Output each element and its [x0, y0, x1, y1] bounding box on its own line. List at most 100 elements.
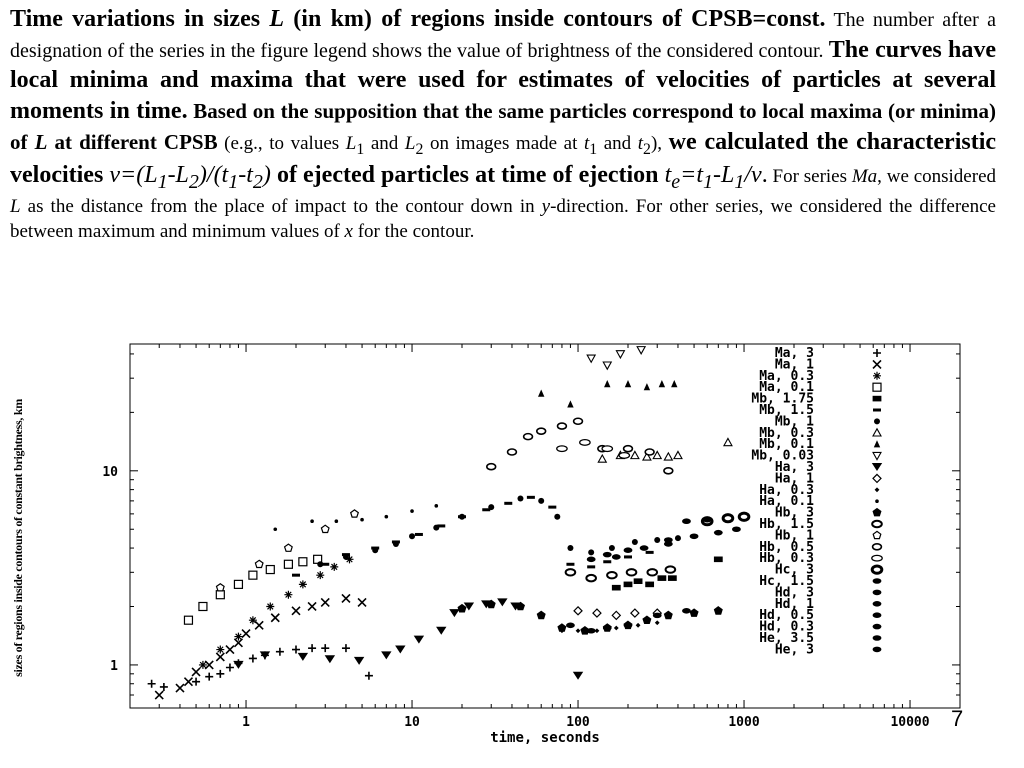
data-point — [372, 547, 379, 554]
data-point — [613, 625, 619, 631]
data-point — [702, 516, 712, 523]
legend-label: Hc, 1.5 — [759, 574, 814, 589]
data-point — [191, 667, 201, 677]
legend-label: Hd, 0.3 — [759, 620, 814, 635]
data-point — [437, 524, 446, 528]
data-point — [663, 610, 673, 620]
data-point — [572, 417, 584, 426]
data-point — [317, 561, 324, 568]
data-point — [611, 584, 621, 591]
data-point — [663, 541, 673, 547]
data-point — [517, 495, 524, 502]
legend-label: Hb, 1 — [775, 528, 814, 543]
data-point — [233, 638, 243, 648]
data-point — [554, 513, 561, 520]
legend-label: Ma, 3 — [775, 346, 814, 361]
legend-marker — [872, 623, 882, 630]
data-point — [297, 652, 309, 661]
data-point — [644, 448, 655, 456]
data-point — [392, 540, 399, 547]
caption-supposition: Based on the supposition that the same p… — [10, 99, 996, 154]
data-point — [611, 610, 622, 621]
data-point — [198, 660, 207, 669]
data-point — [234, 632, 243, 641]
data-point — [147, 679, 156, 688]
legend-marker — [872, 612, 882, 618]
data-point — [216, 669, 225, 678]
legend-label: Ha, 0.1 — [759, 494, 814, 509]
data-point — [689, 533, 699, 540]
data-point — [345, 555, 354, 564]
data-point — [320, 597, 330, 607]
axis-ticks: 1 10 100 1000 10000 1 10 — [102, 344, 961, 730]
data-point — [334, 519, 339, 524]
legend-label: Mb, 0.1 — [759, 437, 814, 452]
data-point — [413, 635, 425, 644]
data-point — [298, 580, 307, 589]
data-point — [192, 677, 201, 686]
data-point — [270, 613, 280, 623]
data-point — [488, 504, 495, 511]
data-point — [645, 550, 654, 554]
data-point — [737, 511, 751, 522]
data-point — [667, 575, 677, 581]
data-point — [636, 346, 647, 355]
data-point — [564, 568, 577, 577]
x-axis-label: time, seconds — [490, 730, 600, 746]
legend-marker — [874, 418, 880, 425]
data-point — [292, 573, 300, 577]
legend-marker — [873, 371, 881, 380]
caption-legend-note: The number after a designation of the se… — [10, 9, 996, 62]
data-point — [654, 620, 660, 626]
y-tick-label: 10 — [102, 465, 118, 480]
data-point — [225, 644, 235, 655]
data-point — [673, 450, 683, 460]
data-point — [566, 562, 575, 566]
legend-label: Ha, 1 — [775, 471, 814, 486]
data-point — [433, 524, 440, 531]
data-point — [586, 556, 596, 563]
legend-marker — [872, 507, 882, 517]
data-point — [536, 610, 546, 620]
legend-label: Hd, 3 — [775, 585, 814, 600]
caption-example: (e.g., to values L1 and L2 on images mad… — [217, 132, 669, 158]
data-point — [215, 590, 225, 600]
data-point — [585, 573, 597, 583]
data-point — [663, 451, 674, 461]
data-point — [586, 354, 597, 364]
legend-label: Hd, 0.5 — [759, 608, 814, 623]
data-point — [497, 598, 508, 607]
data-point — [556, 422, 568, 430]
data-point — [266, 602, 275, 611]
data-point — [630, 608, 640, 618]
data-point — [671, 380, 678, 388]
data-point — [183, 677, 194, 687]
data-point — [622, 444, 634, 453]
data-point — [575, 628, 581, 634]
data-point — [284, 590, 293, 599]
legend-marker — [872, 578, 882, 584]
data-point — [310, 519, 314, 524]
legend-label: Ma, 0.3 — [759, 369, 814, 384]
legend-marker — [874, 487, 880, 493]
data-point — [320, 524, 330, 534]
legend-marker — [872, 451, 882, 461]
data-points — [147, 346, 751, 700]
data-point — [623, 547, 633, 553]
data-point — [283, 543, 293, 552]
caption-title: Time variations in sizes L (in km) of re… — [10, 6, 826, 32]
legend-label: Ha, 0.3 — [759, 483, 814, 498]
data-point — [283, 559, 294, 569]
data-point — [631, 538, 638, 545]
data-point — [215, 652, 225, 662]
data-point — [606, 570, 618, 580]
data-point — [307, 601, 317, 612]
data-point — [567, 400, 574, 408]
legend-marker — [872, 601, 882, 607]
data-point — [633, 578, 643, 584]
x-tick-label: 10 — [404, 715, 420, 730]
legend-label: Mb, 1.5 — [759, 403, 814, 418]
data-point — [588, 549, 595, 556]
legend-marker — [873, 408, 881, 412]
data-point — [321, 562, 330, 566]
